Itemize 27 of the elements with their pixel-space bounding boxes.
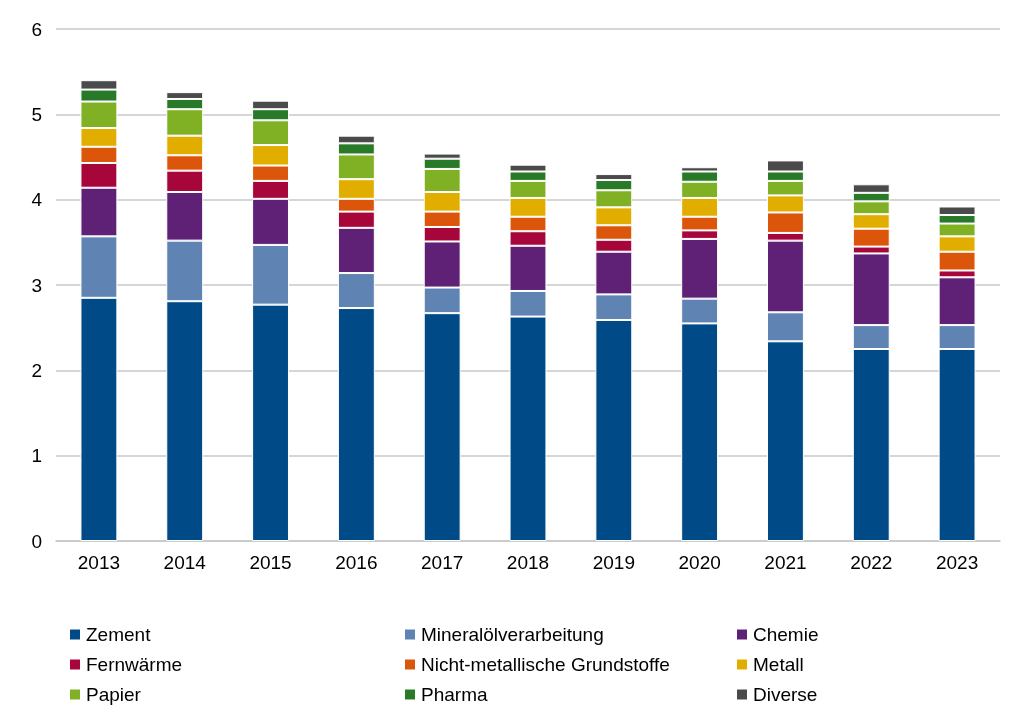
x-tick-label: 2020 [678, 552, 721, 573]
y-tick-label: 0 [31, 530, 42, 552]
legend-label: Nicht-metallische Grundstoffe [421, 654, 670, 675]
x-tick-label: 2014 [163, 552, 207, 573]
x-tick-label: 2023 [935, 552, 979, 573]
x-tick-label: 2019 [592, 552, 635, 573]
legend-label: Chemie [753, 624, 819, 645]
legend-label: Papier [86, 684, 142, 705]
x-tick-label: 2022 [850, 552, 893, 573]
legend-label: Mineralölverarbeitung [421, 624, 604, 645]
y-tick-label: 1 [31, 445, 42, 467]
x-tick-label: 2017 [421, 552, 464, 573]
x-tick-label: 2013 [77, 552, 121, 573]
x-tick-label: 2021 [764, 552, 807, 573]
y-tick-label: 2 [31, 359, 42, 381]
x-tick-label: 2015 [249, 552, 292, 573]
legend-label: Zement [86, 624, 152, 645]
y-tick-label: 4 [31, 189, 43, 211]
y-tick-label: 6 [31, 18, 42, 40]
y-tick-label: 3 [31, 274, 42, 296]
y-tick-label: 5 [31, 103, 42, 125]
legend-label: Pharma [421, 684, 488, 705]
x-tick-label: 2016 [335, 552, 378, 573]
legend-label: Diverse [753, 684, 818, 705]
x-tick-label: 2018 [506, 552, 550, 573]
legend-label: Metall [753, 654, 804, 675]
legend-label: Fernwärme [86, 654, 183, 675]
